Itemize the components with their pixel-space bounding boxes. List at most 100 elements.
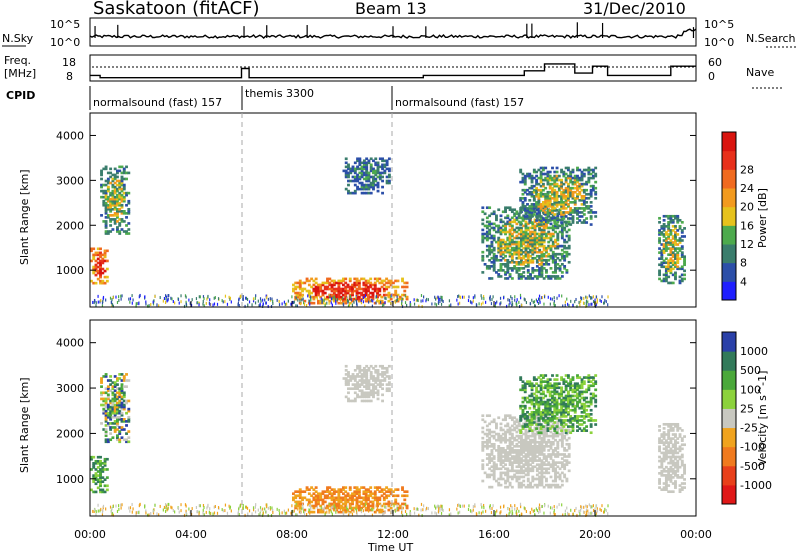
velocity-cell — [298, 506, 302, 510]
velocity-cell — [564, 431, 568, 435]
velocity-cell — [554, 471, 557, 475]
velocity-cell — [526, 447, 530, 450]
power-noise-cell — [310, 298, 312, 302]
velocity-cell — [367, 379, 371, 382]
power-cell — [499, 232, 503, 236]
velocity-cell — [111, 391, 115, 395]
power-cell — [116, 179, 119, 183]
power-cell — [540, 273, 544, 276]
power-noise-cell — [290, 302, 292, 306]
power-cell — [662, 273, 666, 277]
velocity-cell — [492, 430, 496, 434]
power-cell — [569, 178, 573, 182]
velocity-cell — [513, 436, 517, 440]
velocity-cell — [508, 440, 512, 444]
velocity-cell — [369, 494, 373, 498]
velocity-cell — [551, 440, 555, 444]
velocity-cell — [576, 386, 579, 390]
power-cell — [385, 293, 389, 297]
velocity-cell — [535, 386, 539, 390]
power-cell — [540, 271, 544, 274]
velocity-cell — [506, 422, 510, 426]
velocity-cell — [582, 376, 586, 379]
velocity-cell — [341, 502, 345, 506]
velocity-cell — [533, 444, 537, 448]
power-cell — [104, 195, 108, 199]
velocity-cell — [314, 502, 318, 506]
power-cell — [580, 203, 584, 206]
power-noise-cell — [514, 295, 516, 299]
power-cell — [571, 221, 575, 224]
power-cell — [560, 211, 564, 214]
power-noise-cell — [375, 301, 377, 305]
power-cell — [555, 170, 559, 174]
power-cell — [589, 168, 593, 172]
power-noise-cell — [269, 298, 272, 302]
power-cell — [524, 212, 528, 216]
power-cell — [122, 185, 126, 189]
velocity-cell — [535, 402, 539, 406]
power-cell — [362, 283, 366, 287]
power-noise-cell — [582, 301, 585, 305]
velocity-cell — [533, 447, 537, 450]
power-cell — [662, 245, 666, 248]
power-cell — [103, 269, 107, 273]
power-cell — [667, 214, 671, 218]
power-cell — [356, 187, 360, 191]
velocity-cell — [102, 411, 106, 415]
power-noise-cell — [607, 303, 609, 307]
power-cell — [573, 209, 577, 212]
power-cell — [556, 275, 560, 278]
velocity-cell — [520, 451, 523, 454]
power-cell — [508, 238, 512, 242]
velocity-cell — [307, 500, 311, 504]
power-cell — [367, 179, 371, 183]
velocity-cell — [103, 484, 107, 488]
velocity-cell — [551, 419, 554, 422]
velocity-cell — [662, 431, 666, 434]
power-cell — [524, 250, 528, 254]
power-cell — [506, 220, 510, 224]
velocity-cell — [362, 393, 366, 397]
power-cell — [562, 190, 566, 194]
velocity-cell — [385, 371, 389, 374]
velocity-cell — [556, 428, 560, 432]
power-noise-cell — [457, 302, 459, 306]
power-cell — [319, 289, 323, 293]
velocity-cell — [573, 382, 577, 386]
power-cell — [307, 279, 311, 283]
velocity-cell — [510, 449, 514, 452]
power-cell — [381, 167, 385, 171]
velocity-cell — [495, 422, 498, 426]
velocity-cell — [533, 428, 537, 432]
power-cell — [546, 172, 550, 176]
power-cell — [582, 203, 586, 206]
velocity-cell — [358, 366, 362, 370]
power-cell — [104, 203, 108, 207]
velocity-cell — [523, 415, 527, 418]
power-noise-cell — [595, 301, 597, 305]
velocity-cell — [101, 490, 105, 494]
power-cell — [683, 263, 686, 267]
velocity-cell — [510, 477, 514, 481]
velocity-cell — [490, 434, 494, 438]
velocity-cell — [383, 371, 387, 374]
velocity-cell — [564, 374, 568, 377]
velocity-cell — [517, 477, 521, 481]
power-cell — [116, 175, 119, 179]
power-cell — [401, 279, 404, 283]
power-cell — [515, 236, 519, 240]
velocity-cell — [515, 465, 519, 469]
velocity-cell — [378, 486, 382, 489]
velocity-cell — [580, 419, 584, 422]
velocity-cell — [508, 469, 512, 473]
power-noise-cell — [271, 297, 273, 301]
power-cell — [530, 186, 534, 190]
power-cell — [555, 192, 559, 196]
power-cell — [660, 265, 664, 269]
power-cell — [582, 213, 586, 216]
velocity-cell — [120, 420, 124, 423]
velocity-cell — [367, 381, 371, 384]
power-cell — [109, 220, 113, 223]
power-cell — [485, 265, 489, 268]
